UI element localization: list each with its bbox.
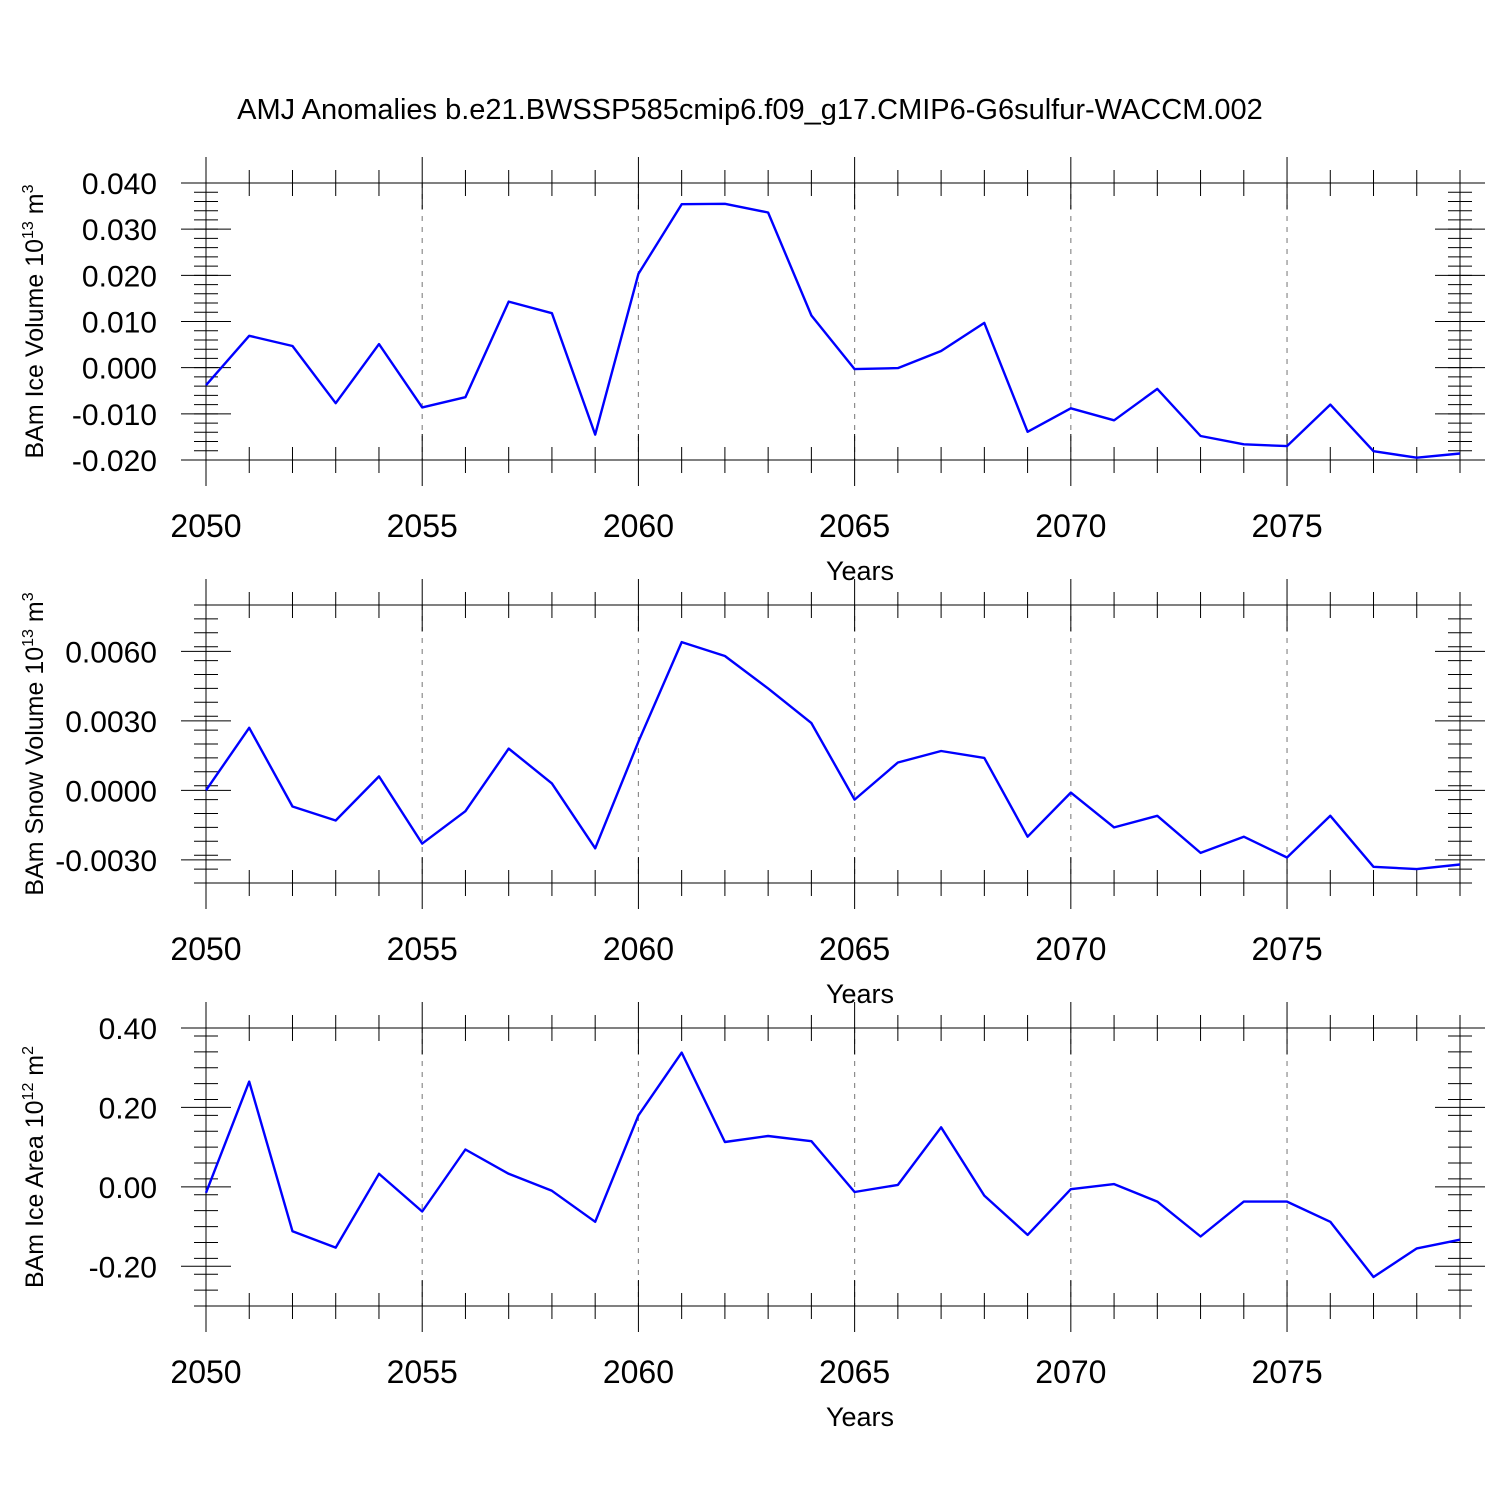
- y-axis-label-superscript: 2: [20, 1046, 37, 1055]
- x-tick-label: 2060: [603, 1354, 674, 1390]
- x-axis-label: Years: [826, 556, 894, 586]
- x-axis-label: Years: [826, 1402, 894, 1432]
- x-tick-label: 2055: [387, 931, 458, 967]
- x-tick-label: 2060: [603, 931, 674, 967]
- x-tick-label: 2050: [170, 931, 241, 967]
- y-tick-label: 0.00: [99, 1172, 157, 1205]
- x-tick-label: 2070: [1035, 931, 1106, 967]
- plot-frame: [205, 1027, 1461, 1307]
- y-tick-label: -0.0030: [55, 845, 157, 878]
- y-axis-label: BAm Snow Volume 1013 m3: [20, 592, 49, 895]
- x-tick-label: 2060: [603, 508, 674, 544]
- y-axis-label: BAm Ice Volume 1013 m3: [20, 184, 49, 458]
- x-tick-label: 2065: [819, 931, 890, 967]
- y-axis-label-part: BAm Ice Area 10: [21, 1100, 49, 1288]
- y-axis-label-superscript: 3: [20, 184, 37, 193]
- y-axis-label-superscript: 13: [20, 221, 37, 239]
- y-axis-label-superscript: 13: [20, 629, 37, 647]
- y-tick-label: 0.020: [82, 260, 157, 293]
- y-tick-label: 0.030: [82, 214, 157, 247]
- y-tick-label: -0.010: [72, 399, 157, 432]
- y-axis-label: BAm Ice Area 1012 m2: [20, 1046, 49, 1288]
- panels: -0.020 -0.010 0.000 0.010 0.020 0.030 0.040 205…: [20, 157, 1485, 1432]
- plot-frame: [205, 182, 1461, 461]
- y-tick-label: -0.20: [89, 1251, 157, 1284]
- x-tick-label: 2070: [1035, 508, 1106, 544]
- y-tick-label: 0.0030: [65, 706, 157, 739]
- y-tick-label: 0.40: [99, 1013, 157, 1046]
- panel-1: -0.020 -0.010 0.000 0.010 0.020 0.030 0.040 205…: [20, 157, 1485, 586]
- y-axis-label-part: m: [21, 193, 49, 221]
- plot-frame: [205, 604, 1461, 884]
- series-line: [205, 202, 1461, 459]
- panel-3: -0.20 0.00 0.20 0.40 2050 2055 2060 2065 2070 207…: [20, 1002, 1485, 1432]
- y-tick-label: 0.010: [82, 307, 157, 340]
- x-tick-label: 2075: [1251, 508, 1322, 544]
- y-axis-label-part: m: [21, 1055, 49, 1083]
- x-tick-label: 2055: [387, 1354, 458, 1390]
- x-tick-label: 2065: [819, 1354, 890, 1390]
- y-tick-label: 0.20: [99, 1092, 157, 1125]
- y-axis-label-part: BAm Snow Volume 10: [21, 647, 49, 896]
- x-tick-label: 2070: [1035, 1354, 1106, 1390]
- series-line: [205, 640, 1461, 871]
- y-axis-label-part: m: [21, 601, 49, 629]
- x-axis-label: Years: [826, 979, 894, 1009]
- y-tick-label: 0.0060: [65, 636, 157, 669]
- y-tick-label: -0.020: [72, 445, 157, 478]
- x-tick-label: 2075: [1251, 931, 1322, 967]
- y-axis-label-superscript: 3: [20, 592, 37, 601]
- x-tick-label: 2065: [819, 508, 890, 544]
- y-tick-label: 0.0000: [65, 775, 157, 808]
- x-tick-label: 2055: [387, 508, 458, 544]
- y-axis-label-superscript: 12: [20, 1083, 37, 1101]
- y-tick-label: 0.040: [82, 168, 157, 201]
- x-tick-label: 2050: [170, 508, 241, 544]
- y-axis-label-part: BAm Ice Volume 10: [21, 239, 49, 459]
- series-line: [204, 1051, 1461, 1279]
- panel-2: -0.0030 0.0000 0.0030 0.0060 2050 2055 2060 206…: [20, 579, 1485, 1009]
- y-tick-label: 0.000: [82, 353, 157, 386]
- figure-title: AMJ Anomalies b.e21.BWSSP585cmip6.f09_g1…: [237, 94, 1263, 126]
- x-tick-label: 2050: [170, 1354, 241, 1390]
- x-tick-label: 2075: [1251, 1354, 1322, 1390]
